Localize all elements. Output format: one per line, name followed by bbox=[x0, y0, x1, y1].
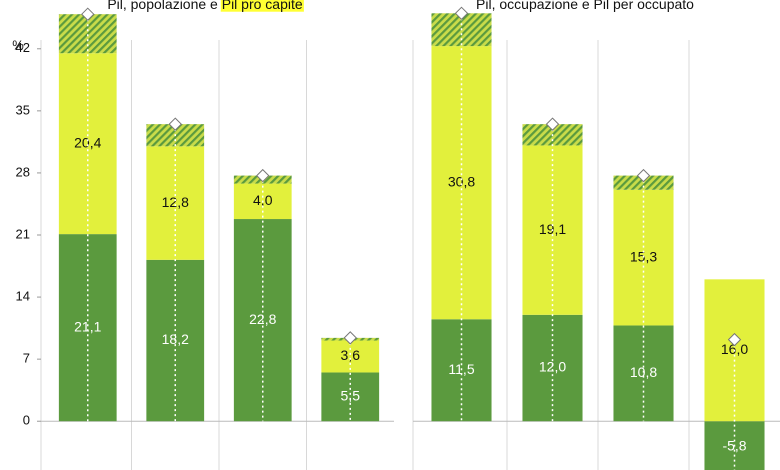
y-tick-label: 35 bbox=[16, 102, 30, 117]
data-label: 5,5 bbox=[341, 388, 361, 404]
y-axis-label: % bbox=[12, 37, 24, 52]
data-label: 22,8 bbox=[249, 311, 276, 327]
data-label: 3,6 bbox=[341, 347, 361, 363]
total-marker bbox=[256, 168, 270, 183]
title-text: Pil, popolazione e bbox=[107, 0, 218, 12]
total-marker bbox=[636, 168, 651, 183]
data-label: 12,0 bbox=[539, 359, 566, 375]
chart-title: Pil, popolazione e Pil pro capite bbox=[107, 0, 303, 12]
data-label: 19,1 bbox=[539, 221, 566, 237]
data-label: 20,4 bbox=[74, 134, 101, 150]
y-tick-label: 42 bbox=[16, 40, 30, 55]
y-tick-label: 21 bbox=[16, 226, 30, 241]
title-text: Pil, occupazione e Pil per occupato bbox=[476, 0, 694, 12]
total-marker bbox=[343, 331, 357, 345]
title-highlight: Pil pro capite bbox=[222, 0, 303, 12]
y-tick-label: 28 bbox=[16, 164, 30, 179]
total-marker bbox=[727, 332, 742, 347]
data-label: 16,0 bbox=[721, 341, 748, 357]
total-marker bbox=[454, 6, 469, 21]
bar-segment bbox=[58, 53, 117, 235]
bar-segment bbox=[522, 314, 583, 422]
total-marker bbox=[81, 7, 95, 21]
bar-segment bbox=[321, 340, 380, 373]
data-label: 21,1 bbox=[74, 318, 101, 334]
hatched-segment bbox=[613, 175, 674, 190]
title-highlight-bg bbox=[220, 0, 304, 12]
total-marker bbox=[545, 117, 560, 131]
y-tick-label: 14 bbox=[16, 289, 30, 304]
data-label: 30,8 bbox=[448, 173, 475, 189]
chart-title: Pil, occupazione e Pil per occupato bbox=[476, 0, 694, 12]
data-label: 12,8 bbox=[162, 194, 189, 210]
data-label: 4,0 bbox=[253, 192, 273, 208]
total-marker bbox=[168, 117, 182, 131]
y-tick-label: 7 bbox=[23, 351, 30, 366]
y-tick-label: 0 bbox=[23, 413, 30, 428]
